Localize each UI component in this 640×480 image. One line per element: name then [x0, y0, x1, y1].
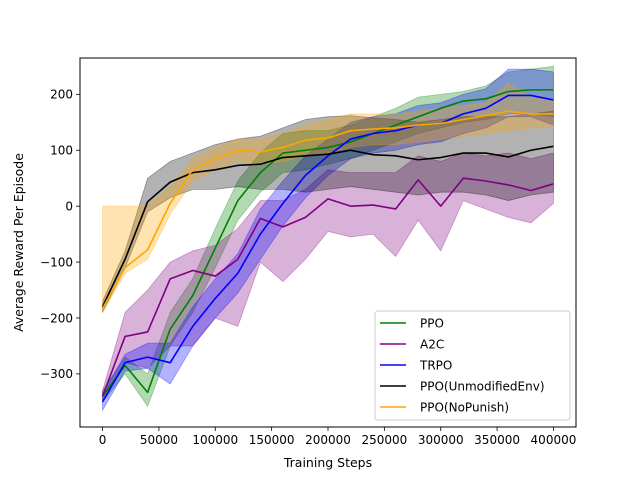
legend-label-trpo: TRPO [419, 359, 452, 373]
x-tick-label: 50000 [140, 433, 178, 447]
y-axis-label: Average Reward Per Episode [11, 153, 26, 332]
a2c-line [101, 177, 554, 397]
legend-box [374, 310, 571, 421]
y-axis-ticks: −300 −200 −100 0 100 200 [40, 88, 80, 381]
y-tick-label: −200 [40, 311, 73, 325]
confidence-bands [102, 65, 554, 412]
ppo-band [102, 65, 554, 408]
ppo-nopunish-band [102, 82, 554, 314]
y-tick-label: 100 [50, 144, 73, 158]
x-tick-label: 250000 [361, 433, 407, 447]
trpo-line [101, 94, 554, 403]
x-tick-label: 300000 [418, 433, 464, 447]
trpo-band [102, 68, 554, 412]
y-tick-label: 0 [65, 199, 73, 213]
legend-label-ppo-unmodifiedenv: PPO(UnmodifiedEnv) [420, 380, 545, 394]
x-tick-label: 0 [99, 433, 107, 447]
x-axis-ticks: 0 50000 100000 150000 200000 250000 300000 3500… [99, 427, 577, 447]
legend-label-ppo-nopunish: PPO(NoPunish) [420, 401, 509, 415]
x-tick-label: 100000 [192, 433, 238, 447]
x-axis-label: Training Steps [283, 455, 372, 470]
series-lines [101, 89, 554, 403]
legend-label-ppo: PPO [420, 317, 444, 331]
ppo-nopunish-line [101, 110, 554, 309]
x-tick-label: 350000 [474, 433, 520, 447]
legend-label-a2c: A2C [420, 338, 444, 352]
a2c-band [102, 152, 554, 404]
ppo-unmodifiedenv-line [101, 145, 554, 308]
legend: PPO A2C TRPO PPO(UnmodifiedEnv) PPO(NoPunish… [374, 310, 571, 421]
x-tick-label: 150000 [249, 433, 295, 447]
ppo-line [101, 89, 554, 397]
x-tick-label: 400000 [531, 433, 577, 447]
y-tick-label: 200 [50, 88, 73, 102]
y-tick-label: −300 [40, 367, 73, 381]
y-tick-label: −100 [40, 255, 73, 269]
ppo-unmodifiedenv-band [102, 110, 554, 313]
x-tick-label: 200000 [305, 433, 351, 447]
